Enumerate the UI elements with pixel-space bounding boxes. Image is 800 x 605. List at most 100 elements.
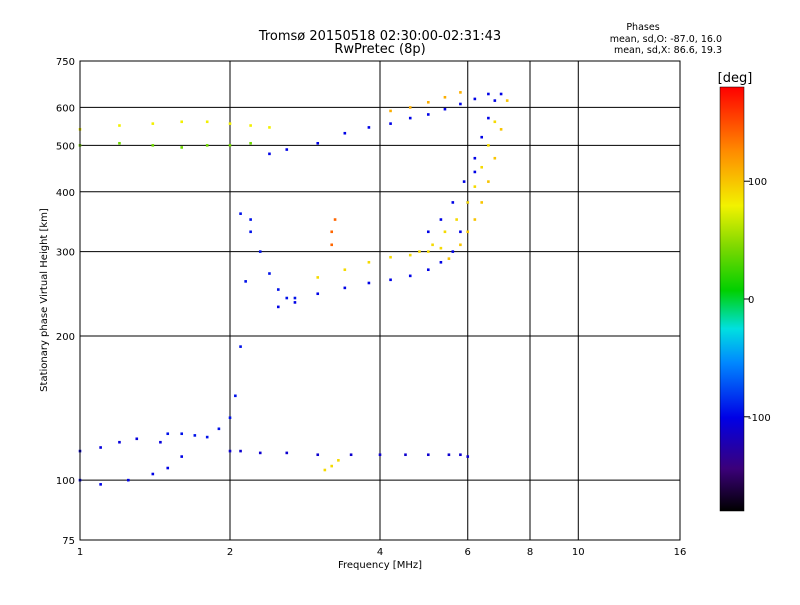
data-point [323, 468, 327, 472]
data-point [480, 165, 484, 169]
data-point [193, 434, 197, 437]
data-point [487, 92, 490, 96]
data-point [330, 230, 334, 234]
data-point [473, 218, 477, 221]
data-point [228, 449, 232, 453]
data-point [459, 102, 462, 106]
data-point [99, 483, 102, 486]
x-tick-label: 4 [377, 547, 383, 558]
data-point [285, 296, 289, 300]
data-point [443, 95, 447, 99]
data-point [244, 280, 247, 283]
colorbar-ticks: 100 0 -100 [744, 177, 771, 424]
data-point [330, 243, 334, 247]
data-point [151, 472, 155, 476]
data-point [118, 124, 121, 127]
data-point [480, 135, 484, 139]
y-tick-labels: 75 100 200 300 400 500 600 750 [56, 57, 75, 547]
data-point [443, 230, 447, 234]
x-axis-label: Frequency [MHz] [338, 560, 422, 571]
data-point [426, 230, 430, 234]
data-point [268, 272, 271, 275]
data-point [249, 218, 252, 221]
data-point [459, 243, 462, 247]
x-tick-labels: 1 2 4 6 8 10 16 [77, 547, 687, 558]
data-point [118, 141, 121, 145]
data-point [404, 453, 407, 457]
data-point [493, 156, 497, 160]
data-point [418, 250, 421, 253]
data-point [459, 91, 462, 94]
data-point [268, 126, 271, 129]
colorbar-tick-label: -100 [748, 413, 771, 424]
data-point [228, 144, 232, 147]
chart-subtitle: RwPretec (8p) [334, 42, 425, 57]
data-point [276, 288, 280, 291]
data-point [439, 218, 443, 221]
data-point [408, 116, 412, 120]
y-tick-label: 600 [56, 103, 75, 114]
data-point [349, 453, 353, 457]
data-point [135, 437, 139, 441]
data-point [205, 435, 209, 439]
data-point [205, 144, 209, 147]
data-point [493, 99, 497, 102]
data-point [205, 120, 209, 124]
x-tick-label: 16 [674, 547, 687, 558]
data-point [466, 230, 470, 234]
x-tick-label: 8 [527, 547, 533, 558]
data-point [228, 416, 232, 420]
data-point [426, 268, 430, 272]
data-point [487, 116, 490, 120]
data-point [343, 286, 347, 290]
data-point [239, 345, 242, 348]
data-point [480, 201, 484, 204]
data-point [426, 113, 430, 116]
data-point [426, 453, 430, 457]
data-point [166, 432, 170, 436]
colorbar-tick-label: 100 [748, 177, 767, 188]
colorbar-label: [deg] [718, 71, 753, 86]
data-point [443, 107, 447, 111]
data-point [473, 97, 477, 101]
data-point [408, 253, 412, 257]
data-point [447, 257, 451, 260]
grid [80, 61, 680, 540]
data-point [408, 274, 412, 278]
data-point [285, 451, 289, 455]
y-tick-label: 300 [56, 248, 75, 259]
data-points [78, 91, 509, 486]
data-point [268, 152, 271, 156]
data-point [239, 212, 242, 215]
data-point [316, 276, 320, 279]
data-point [466, 201, 470, 204]
x-tick-label: 2 [227, 547, 233, 558]
data-point [473, 170, 477, 174]
data-point [166, 466, 170, 470]
data-point [447, 453, 451, 457]
data-point [378, 453, 382, 457]
data-point [505, 99, 509, 102]
data-point [408, 106, 412, 109]
data-point [343, 268, 347, 272]
data-point [180, 432, 184, 436]
data-point [239, 449, 242, 453]
stats-line-x: mean, sd,X: 86.6, 19.3 [614, 45, 722, 56]
data-point [455, 218, 458, 221]
chart-title: Tromsø 20150518 02:30:00-02:31:43 [258, 29, 501, 44]
y-tick-label: 750 [56, 57, 75, 68]
data-point [249, 141, 252, 145]
y-tick-label: 100 [56, 476, 75, 487]
data-point [367, 281, 371, 285]
data-point [473, 156, 477, 160]
data-point [249, 124, 252, 127]
data-point [276, 305, 280, 309]
data-point [258, 451, 262, 455]
data-point [389, 122, 392, 125]
x-tick-label: 10 [572, 547, 585, 558]
data-point [389, 255, 392, 259]
data-point [316, 453, 320, 457]
data-point [249, 230, 252, 234]
data-point [293, 301, 297, 304]
data-point [389, 109, 392, 113]
